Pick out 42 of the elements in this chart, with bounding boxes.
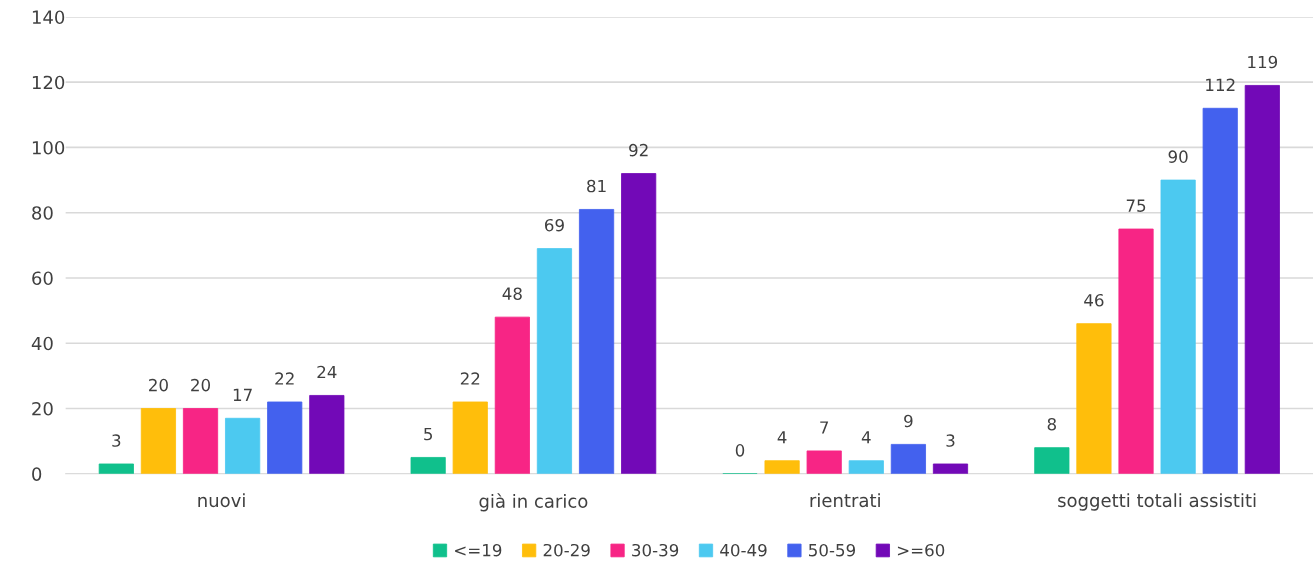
data-label: 75 <box>1126 199 1146 212</box>
data-label: 112 <box>1206 78 1235 91</box>
legend-label: 20-29 <box>543 543 590 557</box>
y-tick-label: 120 <box>32 75 65 90</box>
x-tick-label: soggetti totali assistiti <box>1058 493 1256 511</box>
legend-label: 40-49 <box>720 543 767 557</box>
data-label: 90 <box>1168 150 1188 163</box>
data-label: 22 <box>275 372 294 385</box>
legend-label: 30-39 <box>632 543 679 557</box>
data-label: 17 <box>233 388 252 401</box>
data-label: 9 <box>904 414 913 428</box>
data-label: 4 <box>861 431 871 444</box>
data-label: 92 <box>629 143 648 157</box>
data-label: 8 <box>1047 417 1056 431</box>
data-label: 69 <box>545 218 564 232</box>
y-tick-label: 80 <box>32 206 53 220</box>
data-label: 4 <box>777 431 787 444</box>
data-label: 46 <box>1084 293 1104 307</box>
data-label: 0 <box>735 444 745 457</box>
data-label: 3 <box>112 434 121 447</box>
x-tick-label: già in carico <box>479 493 588 512</box>
y-tick-label: 0 <box>32 467 42 481</box>
data-label: 20 <box>149 378 168 392</box>
legend-label: 50-59 <box>809 543 856 557</box>
legend-label: >=60 <box>897 543 945 557</box>
legend-label: <=19 <box>455 543 502 557</box>
data-label: 22 <box>460 372 480 385</box>
data-label: 24 <box>317 365 337 379</box>
data-label: 3 <box>946 434 955 447</box>
y-tick-label: 20 <box>32 401 53 416</box>
y-tick-label: 100 <box>32 140 65 155</box>
data-label: 119 <box>1248 55 1278 69</box>
data-label: 20 <box>191 378 211 392</box>
data-label: 5 <box>424 427 433 441</box>
x-tick-label: nuovi <box>198 493 245 508</box>
y-tick-label: 140 <box>32 10 65 25</box>
y-tick-label: 40 <box>31 336 53 351</box>
x-tick-label: rientrati <box>810 493 880 508</box>
y-tick-label: 60 <box>32 271 53 286</box>
data-label: 81 <box>587 179 606 193</box>
data-label: 7 <box>820 421 829 434</box>
data-label: 48 <box>502 287 522 301</box>
